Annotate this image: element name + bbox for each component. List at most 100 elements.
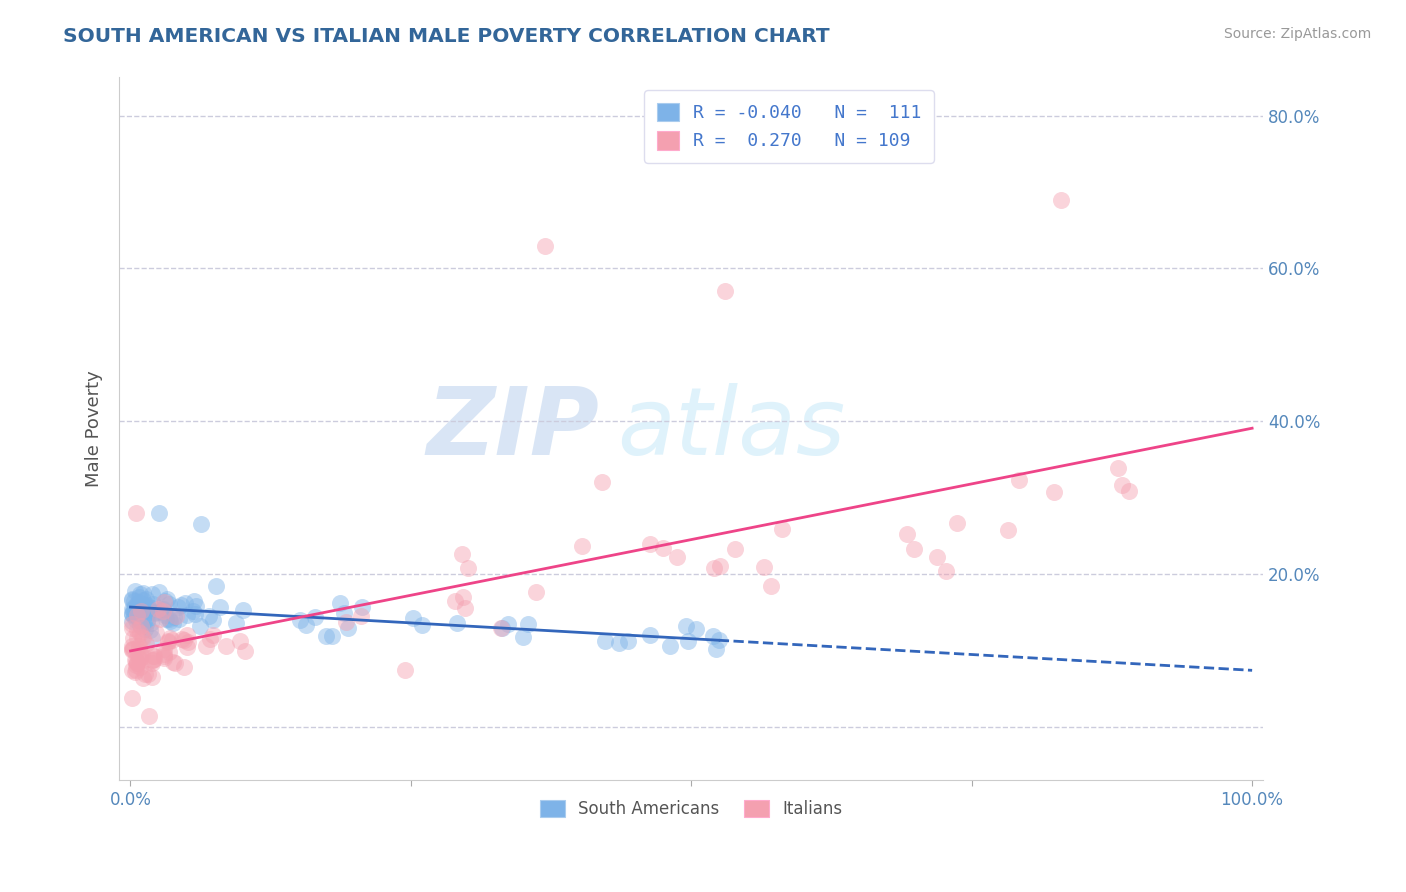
Point (125, 613, 148, 627)
Point (121, 691, 143, 706)
Point (665, 549, 688, 564)
Point (181, 604, 204, 618)
Point (122, 609, 145, 624)
Point (1107, 461, 1129, 475)
Point (129, 626, 152, 640)
Point (129, 600, 152, 615)
Point (121, 643, 143, 657)
Point (125, 657, 148, 671)
Point (616, 634, 638, 648)
Point (1008, 473, 1031, 487)
Point (190, 517, 212, 532)
Point (935, 565, 957, 579)
Text: SOUTH AMERICAN VS ITALIAN MALE POVERTY CORRELATION CHART: SOUTH AMERICAN VS ITALIAN MALE POVERTY C… (63, 27, 830, 45)
Point (156, 633, 179, 648)
Point (128, 652, 150, 666)
Point (127, 632, 149, 646)
Point (142, 597, 165, 611)
Point (202, 613, 225, 627)
Point (141, 653, 163, 667)
Point (526, 585, 548, 599)
Point (129, 600, 152, 615)
Point (170, 632, 193, 646)
Point (153, 649, 176, 664)
Point (517, 617, 540, 632)
Point (121, 639, 143, 653)
Point (136, 606, 159, 620)
Point (593, 634, 616, 648)
Point (145, 606, 167, 620)
Point (149, 612, 172, 626)
Point (141, 670, 163, 684)
Point (131, 603, 153, 617)
Point (173, 660, 195, 674)
Point (127, 598, 149, 612)
Point (124, 653, 146, 667)
Point (129, 617, 152, 632)
Point (167, 600, 190, 615)
Point (512, 630, 534, 644)
Point (145, 605, 167, 619)
Point (132, 586, 155, 600)
Point (571, 539, 593, 553)
Point (122, 594, 145, 608)
Point (157, 598, 180, 612)
Point (770, 522, 793, 536)
Point (165, 608, 187, 623)
Point (139, 603, 162, 617)
Point (131, 593, 153, 607)
Point (135, 600, 157, 615)
Point (128, 587, 150, 601)
Point (134, 599, 156, 614)
Point (337, 621, 360, 635)
Text: Source: ZipAtlas.com: Source: ZipAtlas.com (1223, 27, 1371, 41)
Point (129, 645, 152, 659)
Point (295, 618, 318, 632)
Point (128, 612, 150, 626)
Point (124, 654, 146, 668)
Point (454, 601, 477, 615)
Point (148, 584, 170, 599)
Point (124, 602, 146, 616)
Point (124, 604, 146, 618)
Point (129, 619, 152, 633)
Point (703, 561, 725, 575)
Point (135, 613, 157, 627)
Point (233, 644, 256, 658)
Point (607, 636, 630, 650)
Point (214, 640, 236, 654)
Point (121, 591, 143, 606)
Point (124, 584, 146, 599)
Point (315, 629, 337, 643)
Point (124, 665, 146, 679)
Point (135, 592, 157, 607)
Point (143, 648, 166, 663)
Point (124, 664, 146, 678)
Point (1042, 484, 1064, 499)
Point (304, 609, 326, 624)
Point (945, 516, 967, 530)
Point (131, 648, 153, 662)
Point (145, 626, 167, 640)
Point (132, 631, 155, 645)
Point (176, 635, 198, 649)
Point (129, 659, 152, 673)
Point (135, 637, 157, 651)
Point (141, 587, 163, 601)
Point (394, 663, 416, 677)
Point (121, 663, 143, 677)
Point (128, 613, 150, 627)
Point (142, 653, 165, 667)
Point (141, 632, 163, 646)
Point (121, 601, 143, 615)
Point (121, 615, 143, 629)
Point (121, 621, 143, 635)
Point (125, 656, 148, 670)
Point (127, 623, 149, 637)
Point (159, 615, 181, 629)
Point (136, 598, 159, 612)
Point (128, 595, 150, 609)
Point (141, 615, 163, 630)
Point (131, 630, 153, 644)
Point (153, 595, 176, 609)
